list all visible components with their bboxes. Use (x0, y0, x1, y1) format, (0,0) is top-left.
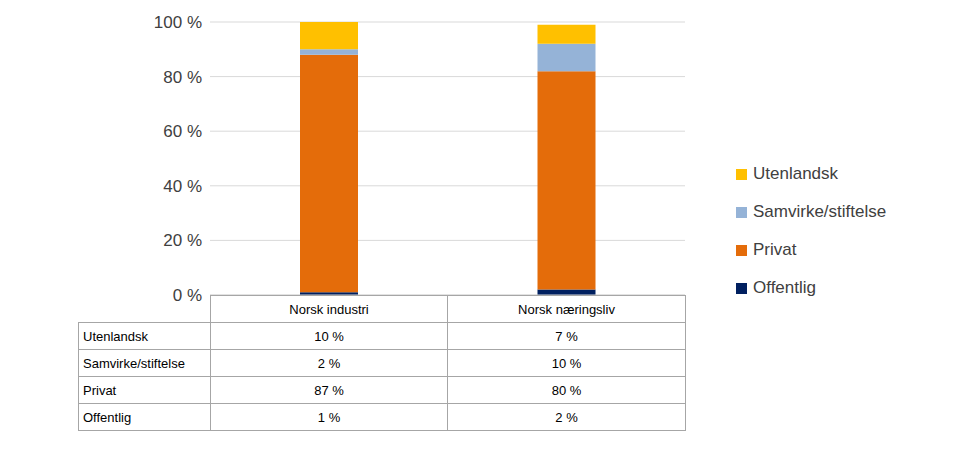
html-text:10 %: 10 % (314, 328, 344, 344)
svg-text:0 %: 0 % (173, 286, 202, 305)
html-text:Samvirke/stiftelse: Samvirke/stiftelse (753, 202, 887, 221)
svg-text:40 %: 40 % (163, 177, 202, 196)
svg-text:20 %: 20 % (163, 231, 202, 250)
svg-text:100 %: 100 % (154, 13, 202, 32)
html-text:Offentlig: Offentlig (753, 278, 816, 297)
html-text:Utenlandsk: Utenlandsk (753, 164, 839, 183)
html-text:87 %: 87 % (314, 382, 344, 398)
html-text:Privat: Privat (753, 240, 797, 259)
html-text:Privat: Privat (83, 382, 117, 398)
html-text:2 %: 2 % (555, 409, 578, 425)
html-text:Utenlandsk: Utenlandsk (83, 328, 148, 344)
html-text:Samvirke/stiftelse: Samvirke/stiftelse (83, 355, 185, 371)
html-text:7 %: 7 % (555, 328, 578, 344)
svg-text:60 %: 60 % (163, 122, 202, 141)
html-text:2 %: 2 % (317, 355, 341, 371)
html-text:1 %: 1 % (317, 409, 341, 425)
html-text:Norsk næringsliv: Norsk næringsliv (518, 301, 615, 317)
html-text:Offentlig: Offentlig (83, 409, 132, 425)
svg-text:80 %: 80 % (163, 68, 202, 87)
html-text:Norsk industri: Norsk industri (289, 301, 369, 317)
html-text:80 %: 80 % (551, 382, 582, 398)
html-text:10 %: 10 % (551, 355, 582, 371)
